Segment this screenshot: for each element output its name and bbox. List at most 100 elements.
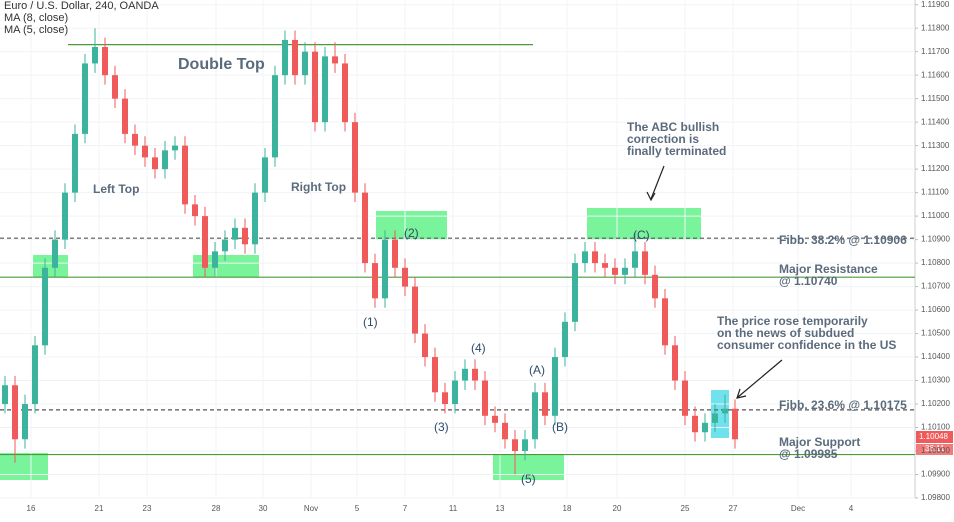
candle-body xyxy=(462,368,468,381)
annotation: Fibb. 38.2% @ 1.10906 xyxy=(779,233,907,247)
y-tick-label: 1.10500 xyxy=(921,329,950,338)
x-tick-label: 18 xyxy=(563,504,572,513)
candle-body xyxy=(722,408,728,414)
candle-body xyxy=(712,413,718,423)
candle-body xyxy=(172,145,178,151)
candle-body xyxy=(682,380,688,416)
candle-body xyxy=(732,408,738,440)
x-tick-label: 5 xyxy=(355,504,360,513)
candle-body xyxy=(502,422,508,440)
annotation: finally terminated xyxy=(627,144,726,158)
candle-body xyxy=(252,192,258,245)
candle-body xyxy=(142,145,148,158)
candle-body xyxy=(222,239,228,252)
candle-body xyxy=(162,150,168,170)
candle-body xyxy=(192,204,198,217)
last-price: 1.10048 xyxy=(919,432,948,441)
y-tick-label: 1.09800 xyxy=(921,493,950,502)
y-tick-label: 1.10600 xyxy=(921,305,950,314)
wave-label: (3) xyxy=(434,420,449,434)
arrow-head xyxy=(736,388,747,399)
annotation: consumer confidence in the US xyxy=(717,338,896,352)
x-tick-label: 7 xyxy=(403,504,408,513)
candle-body xyxy=(302,51,308,76)
y-tick-label: 1.11800 xyxy=(921,23,950,32)
candle-body xyxy=(692,415,698,433)
candle-body xyxy=(542,392,548,416)
candle-body xyxy=(112,75,118,99)
y-tick-label: 1.10200 xyxy=(921,399,950,408)
candle-body xyxy=(242,227,248,245)
annotation: Fibb. 23.6% @ 1.10175 xyxy=(779,398,907,412)
y-tick-label: 1.10400 xyxy=(921,352,950,361)
wave-label: (1) xyxy=(363,315,378,329)
y-tick-label: 1.10700 xyxy=(921,282,950,291)
wave-label: (4) xyxy=(471,341,486,355)
candle-body xyxy=(652,274,658,299)
indicator: MA (5, close) xyxy=(4,24,68,36)
candle-body xyxy=(422,333,428,358)
x-tick-label: 23 xyxy=(143,504,152,513)
x-tick-label: 20 xyxy=(613,504,622,513)
x-tick-label: 21 xyxy=(95,504,104,513)
candle-body xyxy=(572,263,578,322)
box xyxy=(0,453,48,480)
candle-body xyxy=(702,422,708,433)
x-tick-label: 27 xyxy=(729,504,738,513)
box xyxy=(493,455,564,480)
candle-body xyxy=(602,263,608,268)
y-tick-label: 1.11700 xyxy=(921,47,950,56)
candle-body xyxy=(202,216,208,268)
candle-body xyxy=(612,267,618,275)
y-tick-label: 1.11600 xyxy=(921,70,950,79)
candle-body xyxy=(472,368,478,381)
x-tick-label: 11 xyxy=(449,504,458,513)
candle-body xyxy=(622,267,628,275)
y-tick-label: 1.10000 xyxy=(921,446,950,455)
x-tick-label: 16 xyxy=(27,504,36,513)
candle-body xyxy=(92,46,98,64)
arrow xyxy=(650,165,665,200)
candle-body xyxy=(42,267,48,346)
candle-body xyxy=(332,56,338,64)
annotation: correction is xyxy=(627,132,699,146)
candle-body xyxy=(532,392,538,440)
candle-body xyxy=(492,415,498,423)
candle-body xyxy=(582,251,588,264)
candle-body xyxy=(292,39,298,76)
candle-body xyxy=(382,239,388,299)
annotation: @ 1.10740 xyxy=(779,274,838,288)
annotation: Double Top xyxy=(178,56,265,73)
y-tick-label: 1.09900 xyxy=(921,470,950,479)
annotation: Major Support xyxy=(779,435,860,449)
x-tick-label: 4 xyxy=(849,504,854,513)
candle-body xyxy=(152,157,158,170)
candle-body xyxy=(552,357,558,416)
x-tick-label: 25 xyxy=(681,504,690,513)
candle-body xyxy=(32,345,38,405)
candle-body xyxy=(512,439,518,452)
countdown: 36:11 xyxy=(925,444,945,453)
box xyxy=(193,255,259,277)
candle-body xyxy=(2,385,8,405)
countdown-tag xyxy=(916,444,953,455)
wave-label: (B) xyxy=(552,420,568,434)
arrow xyxy=(737,359,783,398)
box xyxy=(33,255,68,277)
wave-label: (5) xyxy=(521,472,536,486)
y-tick-label: 1.11500 xyxy=(921,94,950,103)
candle-body xyxy=(272,75,278,158)
candle-body xyxy=(22,404,28,440)
candle-body xyxy=(312,51,318,123)
y-tick-label: 1.10100 xyxy=(921,423,950,432)
indicator: MA (8, close) xyxy=(4,12,68,24)
arrow-head xyxy=(646,191,656,202)
candle-body xyxy=(662,298,668,346)
box xyxy=(587,208,701,240)
annotation: on the news of subdued xyxy=(717,326,854,340)
candle-body xyxy=(592,251,598,264)
y-tick-label: 1.11300 xyxy=(921,141,950,150)
candle-body xyxy=(72,133,78,193)
annotation: @ 1.09985 xyxy=(779,447,838,461)
